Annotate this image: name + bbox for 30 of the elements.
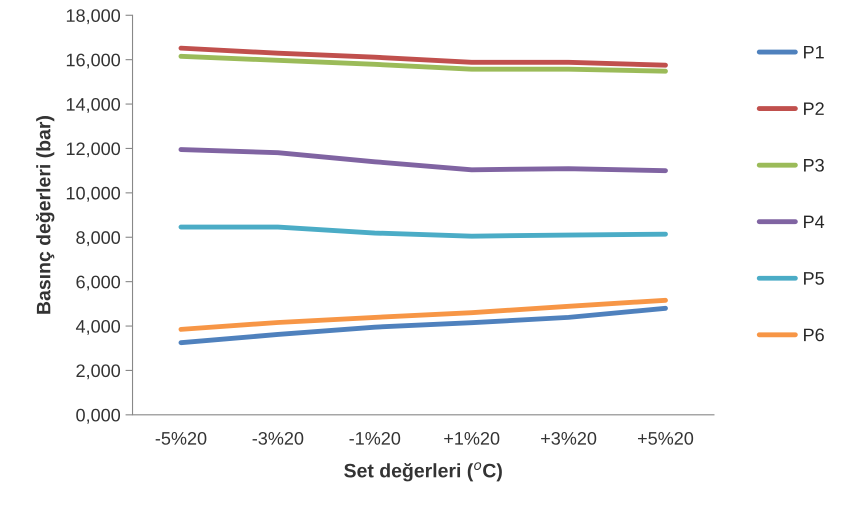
y-tick-label: 16,000 [66,54,120,69]
y-tick-label: 2,000 [76,364,120,380]
line-series [178,224,668,239]
y-tick-label: 8,000 [76,231,120,246]
y-tick-label: 6,000 [76,276,120,290]
x-tick-label: -5%20 [156,432,206,445]
x-tick-label: -1%20 [349,432,400,445]
y-tick-label: 4,000 [76,320,120,335]
line-series [178,306,668,346]
legend-label: P2 [804,102,824,115]
line-series [178,46,668,68]
y-tick-label: 14,000 [66,98,120,113]
legend-label: P4 [804,216,824,228]
legend-label: P3 [804,158,824,172]
x-tick-label: +5%20 [638,432,694,445]
line-series [178,298,668,332]
x-axis-title: Set değerleri ($^{o}$C) [344,462,502,482]
y-axis-title: Basınç değerleri (bar) [36,116,54,314]
y-tick-label: 12,000 [66,142,120,158]
x-tick-label: +3%20 [541,432,596,445]
x-tick-label: +1%20 [444,432,500,445]
line-series [178,54,668,74]
x-tick-label: -3%20 [252,432,304,445]
line-series [178,147,668,174]
legend-label: P1 [804,46,824,58]
y-tick-label: 18,000 [66,9,120,24]
y-tick-label: 10,000 [66,186,120,202]
legend-label: P5 [804,272,824,285]
legend-label: P6 [804,328,824,342]
y-tick-label: 0,000 [76,408,120,424]
